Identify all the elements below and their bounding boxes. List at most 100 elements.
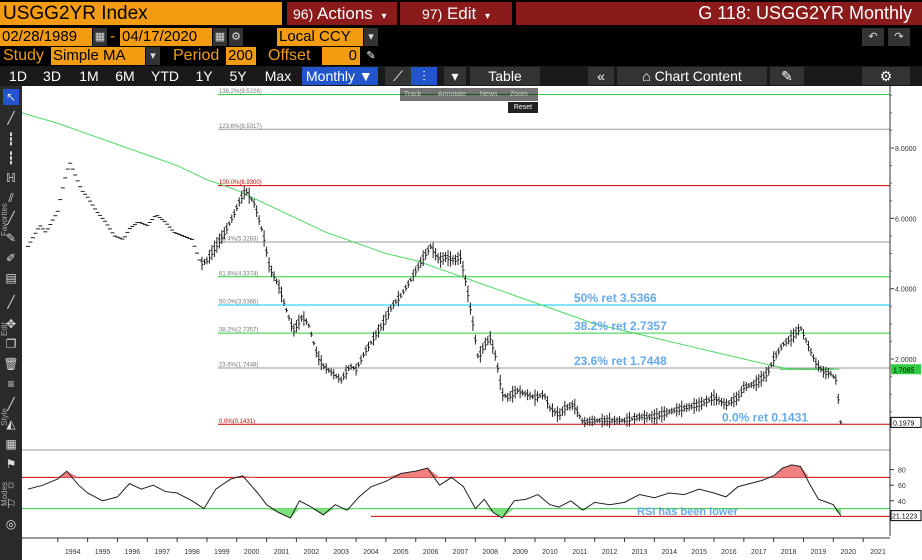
fib-level-label: 123.6%(8.5317) — [219, 124, 262, 130]
bar-chart-icon[interactable]: ⫶ — [411, 67, 437, 85]
x-tick-label: 2017 — [751, 549, 767, 556]
x-tick-label: 1995 — [95, 549, 111, 556]
trend-tool-icon[interactable]: ╱ — [7, 211, 15, 225]
reset-button[interactable]: Reset — [508, 102, 538, 113]
actions-number: 96) — [293, 6, 314, 22]
mini-toolbar-bg — [400, 88, 538, 101]
track-button[interactable]: Track — [404, 91, 422, 98]
ticker-field[interactable]: USGG2YR Index — [0, 2, 282, 25]
table-button[interactable]: Table — [470, 67, 540, 85]
trash-icon[interactable]: 🗑 — [3, 357, 19, 371]
mode-icon[interactable]: ◎ — [5, 517, 17, 531]
style-icon[interactable]: ▦ — [5, 437, 17, 451]
currency-select[interactable]: Local CCY — [277, 28, 363, 46]
fib-level-label: 76.4%(5.3283) — [219, 236, 258, 242]
collapse-double-chevron-icon[interactable]: « — [588, 67, 614, 85]
rsi-annotation: RSI has been lower — [637, 506, 739, 518]
edit-label: Edit — [446, 4, 477, 23]
chevron-down-icon[interactable]: ▾ — [146, 47, 160, 65]
zoom-button[interactable]: Zoom — [510, 91, 528, 98]
cursor-icon[interactable]: ↖ — [3, 89, 19, 105]
date-separator: - — [110, 28, 116, 45]
fib-level-label: 50.0%(3.5366) — [219, 299, 258, 305]
line-tool-icon[interactable]: ╱ — [7, 295, 15, 309]
range-max-button[interactable]: Max — [264, 68, 292, 84]
edit-menu-button[interactable]: 97) Edit ▾ — [400, 2, 512, 25]
brush-icon[interactable]: ✐ — [5, 251, 17, 265]
mode-icon[interactable]: ⚐ — [5, 497, 17, 511]
actions-label: Actions — [317, 4, 373, 23]
settings-icon[interactable]: ⚙ — [229, 28, 243, 46]
redo-icon[interactable]: ↷ — [888, 28, 910, 46]
move-icon[interactable]: ✥ — [5, 317, 17, 331]
actions-menu-button[interactable]: 96) Actions ▾ — [287, 2, 397, 25]
study-label: Study — [3, 47, 44, 64]
news-button[interactable]: News — [480, 91, 498, 98]
offset-label: Offset — [268, 47, 311, 64]
retracement-annotation: 0.0% ret 0.1431 — [722, 410, 808, 424]
edit-panel-label: Edit — [0, 322, 9, 336]
gear-icon[interactable]: ⚙ — [862, 67, 910, 85]
price-chart[interactable]: 138.2%(9.5226) 123.6%(8.5317) 100.0%(6.930… — [21, 86, 922, 560]
edit-number: 97) — [422, 6, 443, 22]
y-tick-label: 6.0000 — [895, 216, 917, 223]
x-tick-label: 2000 — [244, 549, 260, 556]
calendar-icon[interactable]: ▦ — [213, 28, 227, 46]
calendar-icon[interactable]: ▦ — [93, 28, 107, 46]
chart-toolbar-row: 1D 3D 1M 6M YTD 1Y 5Y Max Monthly ▼ ⟋ ⫶ … — [0, 66, 922, 86]
x-tick-label: 2007 — [453, 549, 469, 556]
offset-value: 0 — [348, 47, 357, 64]
start-date-field[interactable]: 02/28/1989 — [0, 28, 92, 46]
range-5y-button[interactable]: 5Y — [229, 68, 247, 84]
ticker-text: USGG2YR Index — [3, 3, 148, 24]
offset-input[interactable]: 0 — [322, 47, 360, 65]
range-1m-button[interactable]: 1M — [79, 68, 99, 84]
end-date-field[interactable]: 04/17/2020 — [120, 28, 212, 46]
x-tick-label: 2004 — [363, 549, 379, 556]
mode-icon[interactable]: ☼ — [5, 477, 17, 491]
bars-tool-icon[interactable]: ┇ — [7, 132, 15, 146]
style-icon[interactable]: ◭ — [6, 417, 16, 431]
bars-tool-icon[interactable]: ┇ — [7, 151, 15, 165]
lines-icon[interactable]: ≡ — [7, 377, 15, 391]
line-chart-icon[interactable]: ⟋ — [385, 67, 411, 85]
chart-content-button[interactable]: ⌂ Chart Content — [617, 67, 767, 85]
fib-tool-icon[interactable]: ℍ — [5, 171, 17, 185]
undo-icon[interactable]: ↶ — [862, 28, 884, 46]
fib-level-label: 0.0%(0.1431) — [219, 419, 255, 425]
range-1d-button[interactable]: 1D — [9, 68, 27, 84]
edit-chart-icon[interactable]: ✎ — [770, 67, 804, 85]
grid-icon[interactable]: ▤ — [5, 271, 17, 285]
range-1y-button[interactable]: 1Y — [195, 68, 213, 84]
line-tool-icon[interactable]: ╱ — [7, 111, 15, 125]
period-input[interactable]: 200 — [226, 47, 256, 65]
x-tick-label: 2020 — [840, 549, 856, 556]
study-select[interactable]: Simple MA — [51, 47, 145, 65]
frequency-select[interactable]: Monthly ▼ — [302, 67, 378, 85]
chevron-down-icon[interactable]: ▾ — [444, 67, 466, 85]
pen-icon[interactable]: ✎ — [5, 231, 17, 245]
ma-value-label: 1.7085 — [893, 367, 915, 374]
annotate-button[interactable]: Annotate — [438, 91, 467, 98]
mode-icon[interactable]: ⚑ — [5, 457, 17, 471]
window-title-bar: G 118: USGG2YR Monthly — [516, 2, 922, 25]
chevron-down-icon[interactable]: ▾ — [364, 28, 378, 46]
y-tick-label: 2.0000 — [895, 357, 917, 364]
chevron-down-icon: ▾ — [485, 11, 491, 22]
x-tick-label: 2002 — [304, 549, 320, 556]
period-value: 200 — [228, 47, 254, 64]
date-range-row: 02/28/1989 ▦ - 04/17/2020 ▦ ⚙ Local CCY … — [0, 27, 922, 47]
x-tick-label: 2009 — [512, 549, 528, 556]
x-tick-label: 2013 — [632, 549, 648, 556]
chart-mini-toolbar: Track Annotate News Zoom Reset — [400, 88, 538, 114]
range-3d-button[interactable]: 3D — [43, 68, 61, 84]
line-tool-icon[interactable]: ╱ — [7, 397, 15, 411]
range-ytd-button[interactable]: YTD — [151, 68, 179, 84]
pen-icon[interactable]: ✎ — [366, 50, 376, 62]
window-title: G 118: USGG2YR Monthly — [698, 3, 912, 23]
channel-tool-icon[interactable]: ⫽ — [8, 191, 14, 205]
copy-icon[interactable]: ❐ — [5, 337, 17, 351]
range-6m-button[interactable]: 6M — [115, 68, 135, 84]
style-panel-label: Style — [0, 408, 9, 426]
chevron-down-icon: ▾ — [381, 11, 387, 22]
